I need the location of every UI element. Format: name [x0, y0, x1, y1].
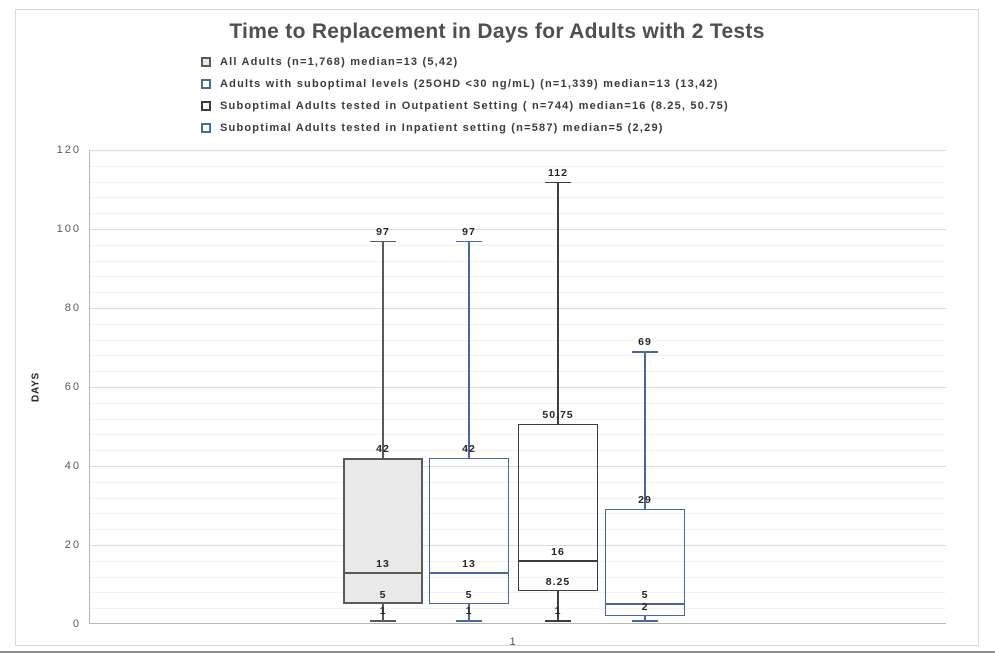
- lower-whisker-line: [644, 616, 646, 621]
- upper-whisker-cap: [632, 351, 658, 353]
- box-plot-series-4[interactable]: [605, 509, 685, 617]
- legend-item-label: Suboptimal Adults tested in Outpatient S…: [220, 99, 729, 112]
- minor-gridline: [90, 197, 946, 199]
- value-label-q3: 42: [462, 443, 476, 456]
- lower-whisker-cap: [545, 620, 571, 622]
- box-plot-series-2[interactable]: [429, 458, 509, 605]
- y-tick-label: 60: [64, 381, 81, 393]
- minor-gridline: [90, 371, 946, 373]
- minor-gridline: [90, 418, 946, 420]
- major-gridline: [90, 229, 946, 230]
- legend: All Adults (n=1,768) median=13 (5,42) Adu…: [201, 54, 729, 135]
- legend-item-label: All Adults (n=1,768) median=13 (5,42): [220, 55, 459, 68]
- value-label-high: 97: [376, 225, 390, 238]
- y-tick-label: 100: [56, 223, 81, 235]
- value-label-q3: 50.75: [542, 408, 574, 421]
- minor-gridline: [90, 608, 946, 610]
- upper-whisker-line: [644, 351, 646, 510]
- value-label-median: 16: [551, 545, 565, 558]
- legend-swatch-icon: [201, 78, 211, 89]
- median-line: [605, 603, 685, 606]
- minor-gridline: [90, 276, 946, 278]
- chart-title: Time to Replacement in Days for Adults w…: [229, 20, 765, 43]
- legend-item-2[interactable]: Adults with suboptimal levels (25OHD <30…: [201, 76, 729, 91]
- median-line: [343, 571, 423, 574]
- major-gridline: [90, 308, 946, 309]
- median-line: [429, 571, 509, 574]
- minor-gridline: [90, 402, 946, 404]
- minor-gridline: [90, 292, 946, 294]
- lower-whisker-cap: [370, 620, 396, 622]
- median-line: [518, 559, 598, 562]
- x-category-label: 1: [509, 636, 517, 648]
- minor-gridline: [90, 339, 946, 341]
- value-label-median: 13: [462, 557, 476, 570]
- upper-whisker-cap: [545, 181, 571, 184]
- value-label-q1: 5: [379, 589, 387, 602]
- y-tick-label: 120: [56, 144, 81, 156]
- minor-gridline: [90, 260, 946, 262]
- value-label-high: 69: [638, 336, 652, 349]
- legend-swatch-icon: [201, 100, 211, 111]
- box-plot-series-1[interactable]: [343, 458, 423, 605]
- value-label-q3: 42: [376, 443, 390, 456]
- legend-item-3[interactable]: Suboptimal Adults tested in Outpatient S…: [201, 98, 729, 113]
- lower-whisker-line: [557, 591, 559, 621]
- minor-gridline: [90, 244, 946, 246]
- legend-item-label: Adults with suboptimal levels (25OHD <30…: [220, 77, 719, 90]
- y-tick-label: 20: [64, 539, 81, 551]
- upper-whisker-line: [557, 181, 559, 424]
- value-label-median: 5: [641, 589, 649, 602]
- value-label-q3: 29: [638, 494, 652, 507]
- y-tick-label: 0: [72, 618, 81, 630]
- value-label-q1: 5: [465, 589, 473, 602]
- value-label-median: 13: [376, 557, 390, 570]
- legend-swatch-icon: [201, 122, 211, 133]
- y-tick-label: 40: [64, 460, 81, 472]
- upper-whisker-cap: [456, 240, 482, 243]
- box-plot-series-3[interactable]: [518, 423, 598, 592]
- legend-item-label: Suboptimal Adults tested in Inpatient se…: [220, 121, 664, 134]
- value-label-high: 97: [462, 225, 476, 238]
- lower-whisker-cap: [632, 620, 658, 622]
- lower-whisker-line: [382, 604, 384, 621]
- minor-gridline: [90, 323, 946, 325]
- value-label-q1: 8.25: [545, 576, 571, 589]
- upper-whisker-line: [382, 240, 384, 459]
- bottom-border-line: [0, 651, 995, 653]
- lower-whisker-line: [468, 604, 470, 621]
- major-gridline: [90, 387, 946, 388]
- plot-area[interactable]: 0 20 40 60 80 100 120 97 42 13 5 1 97 42 13 5 1 112 50.75 1…: [57, 144, 946, 630]
- major-gridline: [90, 150, 946, 151]
- upper-whisker-cap: [370, 240, 396, 243]
- minor-gridline: [90, 355, 946, 357]
- lower-whisker-cap: [456, 620, 482, 622]
- y-tick-label: 80: [64, 302, 81, 314]
- legend-item-1[interactable]: All Adults (n=1,768) median=13 (5,42): [201, 54, 729, 69]
- minor-gridline: [90, 181, 946, 183]
- minor-gridline: [90, 592, 946, 594]
- value-label-low: 1: [379, 605, 387, 618]
- value-label-low: 1: [554, 605, 562, 618]
- value-label-low: 1: [465, 605, 473, 618]
- chart-frame[interactable]: Time to Replacement in Days for Adults w…: [15, 9, 979, 648]
- minor-gridline: [90, 213, 946, 215]
- value-label-q1: 2: [641, 601, 649, 614]
- upper-whisker-line: [468, 240, 470, 459]
- value-label-high: 112: [548, 166, 568, 179]
- legend-swatch-icon: [201, 56, 211, 67]
- minor-gridline: [90, 165, 946, 167]
- legend-item-4[interactable]: Suboptimal Adults tested in Inpatient se…: [201, 120, 729, 135]
